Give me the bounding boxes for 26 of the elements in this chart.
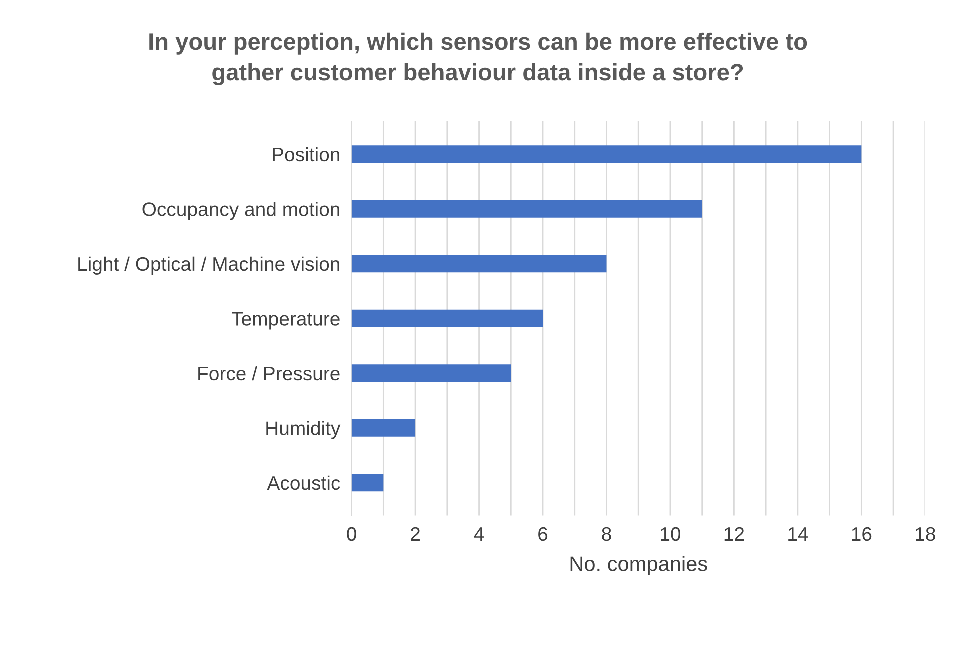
y-tick-label: Temperature	[232, 312, 340, 330]
y-tick-label: Acoustic	[267, 476, 340, 490]
x-tick-label: 2	[411, 527, 420, 541]
bar	[352, 419, 416, 437]
chart-title: In your perception, which sensors can be more effective to gather customer behaviour data inside a store?	[150, 32, 808, 86]
y-tick-label: Position	[273, 147, 340, 162]
x-tick-label: 18	[916, 527, 936, 542]
bar	[352, 474, 384, 492]
y-tick-label: Humidity	[266, 421, 341, 440]
x-tick-label: 6	[538, 527, 548, 542]
bar	[352, 200, 702, 218]
x-tick-label: 4	[474, 528, 484, 541]
x-tick-label: 12	[724, 527, 744, 541]
x-tick-label: 16	[852, 527, 872, 542]
x-tick-label: 8	[602, 527, 612, 542]
y-tick-label: Light / Optical / Machine vision	[78, 256, 340, 275]
bar	[352, 146, 862, 164]
y-tick-label: Force / Pressure	[198, 366, 340, 381]
y-tick-label: Occupancy and motion	[142, 202, 340, 220]
x-tick-label: 0	[347, 527, 356, 542]
x-tick-label: 10	[661, 527, 681, 542]
x-axis-title: No. companies	[570, 556, 708, 576]
bar	[352, 255, 607, 273]
x-tick-label: 14	[788, 528, 808, 541]
bar	[352, 364, 512, 382]
bar	[352, 310, 544, 328]
